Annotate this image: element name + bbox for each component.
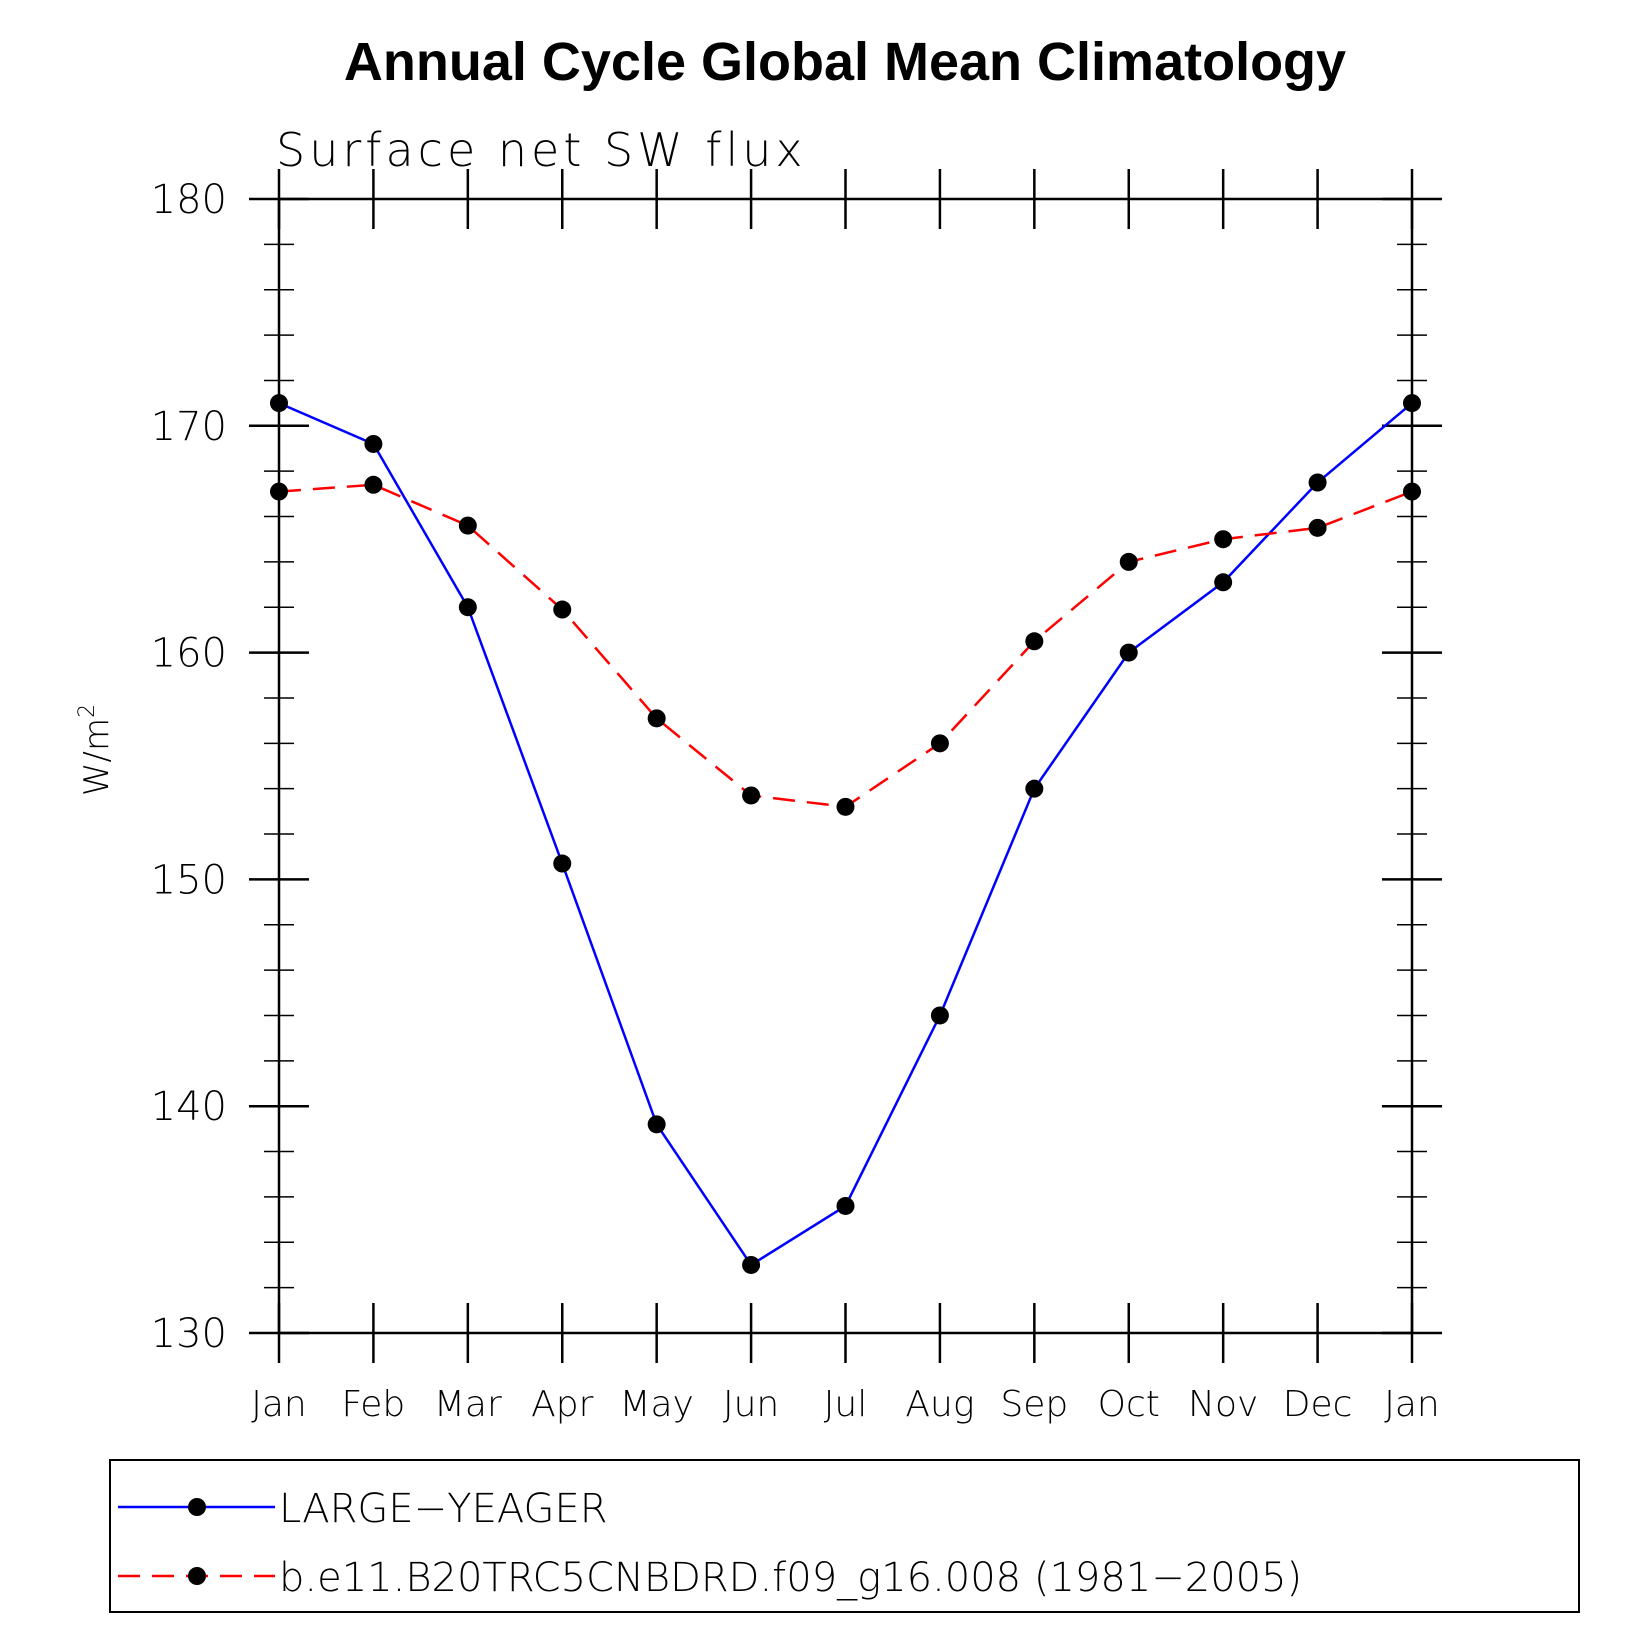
x-tick-label: Jul: [824, 1384, 867, 1425]
x-tick-label: Mar: [434, 1384, 502, 1425]
chart-title: Annual Cycle Global Mean Climatology: [344, 32, 1346, 92]
data-point: [742, 786, 761, 805]
y-axis-label-text: W/m: [77, 718, 117, 796]
data-point: [364, 434, 383, 453]
x-tick-label: Apr: [531, 1384, 593, 1425]
x-tick-label: Oct: [1098, 1384, 1160, 1425]
y-tick-label: 140: [151, 1084, 227, 1130]
data-point: [1214, 530, 1233, 549]
data-point: [1403, 394, 1421, 413]
plot-frame: [277, 197, 1414, 1335]
legend: LARGE−YEAGER b.e11.B20TRC5CNBDRD.f09_g16.…: [118, 1486, 1302, 1601]
data-point: [1403, 482, 1421, 501]
y-tick-label: 130: [151, 1311, 227, 1357]
data-point: [553, 854, 572, 873]
data-point: [1214, 573, 1233, 592]
x-tick-label: Jan: [1384, 1384, 1440, 1425]
data-point: [458, 516, 477, 535]
x-tick-label: May: [619, 1384, 693, 1425]
data-point: [270, 394, 288, 413]
series-line-2: [278, 483, 1413, 809]
data-point: [270, 482, 288, 501]
data-point: [930, 734, 949, 753]
data-point: [553, 600, 572, 619]
y-tick-label: 150: [151, 857, 227, 903]
x-tick-label: Aug: [905, 1384, 974, 1425]
data-point: [742, 1255, 761, 1274]
data-point: [458, 598, 477, 617]
y-tick-label: 170: [151, 404, 227, 450]
data-point: [836, 1196, 855, 1215]
data-point: [1119, 552, 1138, 571]
chart-subtitle: Surface net SW flux: [276, 123, 807, 177]
x-tick-label: Nov: [1188, 1384, 1258, 1425]
x-tick-label: Jan: [251, 1384, 307, 1425]
data-point: [1119, 643, 1138, 662]
y-tick-label: 160: [151, 631, 227, 677]
legend-label: LARGE−YEAGER: [279, 1486, 608, 1532]
y-axis-label-superscript: 2: [75, 704, 100, 718]
x-tick-label: Jun: [723, 1384, 779, 1425]
data-point: [1308, 518, 1327, 537]
data-point: [1025, 632, 1044, 651]
series-line-1: [278, 401, 1413, 1267]
data-point: [1025, 779, 1044, 798]
legend-swatch-marker: [188, 1567, 206, 1585]
x-tick-label: Dec: [1283, 1384, 1353, 1425]
data-point: [836, 797, 855, 816]
data-point: [364, 475, 383, 494]
x-tick-label: Feb: [342, 1384, 406, 1425]
data-point: [1308, 473, 1327, 492]
legend-label: b.e11.B20TRC5CNBDRD.f09_g16.008 (1981−20…: [279, 1555, 1302, 1601]
plot-area: 130 140 150 160 170 180 Jan Feb Mar Apr May Jun Jul A…: [151, 169, 1442, 1425]
data-point: [930, 1006, 949, 1025]
x-tick-label: Sep: [1000, 1384, 1068, 1425]
y-tick-label: 180: [151, 177, 227, 223]
data-point: [647, 1115, 666, 1134]
legend-swatch-marker: [188, 1498, 206, 1516]
legend-box: [109, 1459, 1580, 1613]
y-axis-label: W/m2: [75, 704, 117, 796]
data-point: [647, 709, 666, 728]
